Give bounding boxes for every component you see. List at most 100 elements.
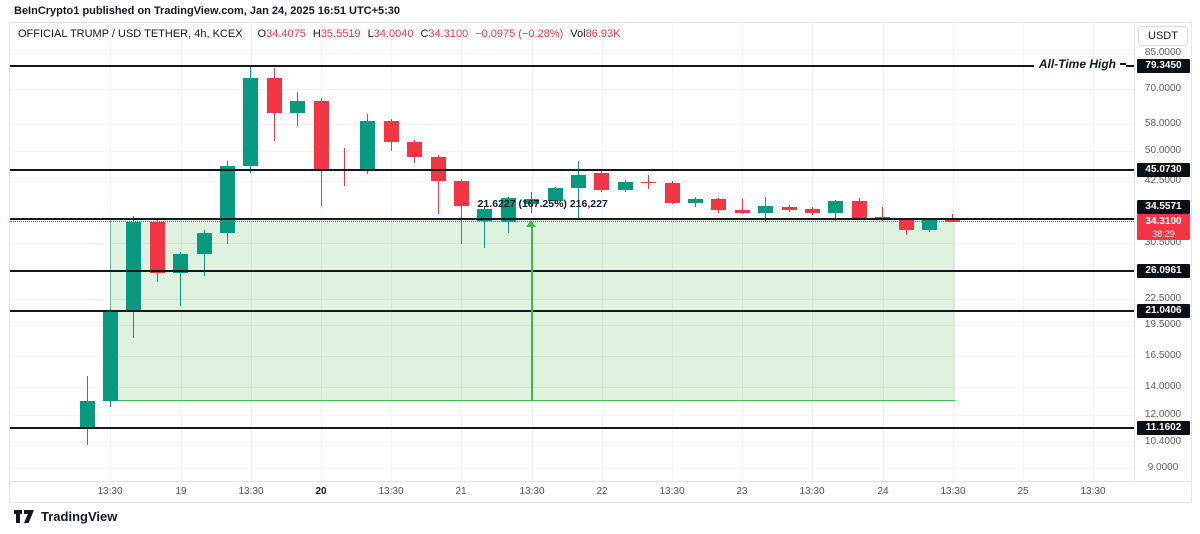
footer-branding: TradingView	[13, 509, 117, 524]
volume-label: Vol	[570, 28, 586, 40]
ath-connector-dash	[1120, 62, 1126, 65]
price-tick-label: 9.0000	[1147, 462, 1179, 474]
candle-wick	[484, 206, 486, 249]
attribution-header: BeInCrypto1 published on TradingView.com…	[14, 5, 400, 17]
price-ray-line	[10, 427, 1134, 430]
price-line-badge: 79.3450	[1137, 58, 1190, 73]
close-label: C	[420, 28, 429, 40]
time-tick-label: 19	[175, 486, 187, 497]
price-ray-line	[10, 169, 1134, 172]
price-ray-line	[10, 310, 1134, 313]
gridline-horizontal	[10, 242, 1134, 244]
candle	[290, 101, 306, 113]
time-tick-label: 13:30	[799, 486, 825, 497]
gridline-vertical	[953, 23, 954, 481]
volume-value: 86.93K	[585, 28, 621, 40]
candle-wick	[460, 179, 462, 244]
price-line-badge: 26.0961	[1137, 264, 1190, 279]
gridline-horizontal	[10, 386, 1134, 388]
gridline-vertical	[251, 23, 252, 481]
attribution-text: BeInCrypto1 published on TradingView.com…	[14, 5, 401, 17]
candle	[547, 188, 563, 202]
gridline-horizontal	[10, 53, 1134, 55]
candle-wick	[437, 154, 439, 214]
time-tick-label: 24	[877, 486, 889, 497]
price-axis[interactable]: USDT 85.0000 70.0000 58.0000 50.0000 42.5000…	[1134, 23, 1191, 481]
candle	[477, 209, 493, 222]
high-label: H	[312, 28, 321, 40]
chart-plot[interactable]: OFFICIAL TRUMP / USD TETHER, 4h, KCEX O34…	[10, 23, 1134, 481]
price-ray-line	[10, 218, 1134, 221]
time-tick-label: 21	[455, 486, 467, 497]
time-axis[interactable]: 13:30 19 13:30 20 13:30 21 13:30 22 13:30 23 13:30…	[10, 481, 1191, 502]
all-time-high-text: All-Time High	[1038, 56, 1116, 71]
gridline-vertical	[672, 23, 673, 481]
candle	[430, 156, 446, 182]
current-price-badge: 34.3100 38:29	[1137, 213, 1190, 240]
currency-toggle-button[interactable]: USDT	[1138, 26, 1188, 46]
gridline-vertical	[391, 23, 392, 481]
gridline-vertical	[461, 23, 462, 481]
price-ray-line	[10, 270, 1134, 273]
candle	[687, 199, 703, 203]
chart-frame: OFFICIAL TRUMP / USD TETHER, 4h, KCEX O34…	[9, 22, 1192, 503]
candle-wick	[882, 207, 884, 222]
candle	[79, 401, 95, 429]
price-tick-label: 58.0000	[1144, 117, 1182, 129]
gridline-horizontal	[10, 468, 1134, 470]
price-tick-label: 12.0000	[1144, 409, 1182, 421]
candle	[641, 181, 657, 184]
candle	[500, 197, 516, 222]
open-value: 34.4075	[266, 28, 306, 40]
candle	[126, 221, 142, 312]
candle	[875, 216, 891, 221]
price-tick-label: 16.5000	[1144, 350, 1182, 362]
candle	[453, 181, 469, 206]
time-tick-label: 13:30	[659, 486, 685, 497]
price-tick-label: 50.0000	[1144, 145, 1182, 157]
all-time-high-label: All-Time High	[1033, 56, 1126, 71]
close-value: 34.3100	[428, 28, 469, 40]
candle	[898, 220, 914, 231]
symbol-legend: OFFICIAL TRUMP / USD TETHER, 4h, KCEX O34…	[18, 28, 620, 40]
candle-wick	[577, 161, 579, 218]
candle	[313, 101, 329, 170]
gridline-horizontal	[10, 441, 1134, 443]
candle	[851, 200, 867, 219]
price-tick-label: 19.5000	[1144, 319, 1182, 331]
price-tick-label: 14.0000	[1144, 380, 1182, 392]
gridline-horizontal	[10, 151, 1134, 153]
current-price-line	[10, 220, 1134, 222]
candle	[828, 200, 844, 213]
low-value: 34.0040	[373, 28, 414, 40]
gridline-vertical	[812, 23, 813, 481]
candle	[570, 175, 586, 189]
price-tick-label: 42.5000	[1144, 175, 1182, 187]
time-tick-label: 20	[315, 486, 327, 497]
price-tick-label: 30.5000	[1144, 236, 1182, 248]
candle	[383, 121, 399, 142]
candle	[360, 121, 376, 172]
candle	[781, 207, 797, 211]
candle	[594, 172, 610, 191]
candle	[734, 210, 750, 214]
open-label: O	[257, 28, 267, 40]
candle	[617, 181, 633, 191]
bar-countdown: 38:29	[1152, 228, 1175, 239]
gridline-horizontal	[10, 415, 1134, 417]
time-tick-label: 22	[596, 486, 608, 497]
time-tick-label: 13:30	[519, 486, 545, 497]
time-tick-label: 23	[736, 486, 748, 497]
price-tick-label: 22.5000	[1144, 292, 1182, 304]
candle	[219, 166, 235, 233]
candle	[196, 232, 212, 254]
candle	[173, 253, 189, 273]
candle-wick	[343, 147, 345, 187]
candle	[664, 182, 680, 203]
gridline-vertical	[883, 23, 884, 481]
symbol-title: OFFICIAL TRUMP / USD TETHER, 4h, KCEX	[18, 28, 243, 40]
candle	[407, 141, 423, 157]
gridline-vertical	[321, 23, 322, 481]
candle	[243, 77, 259, 167]
